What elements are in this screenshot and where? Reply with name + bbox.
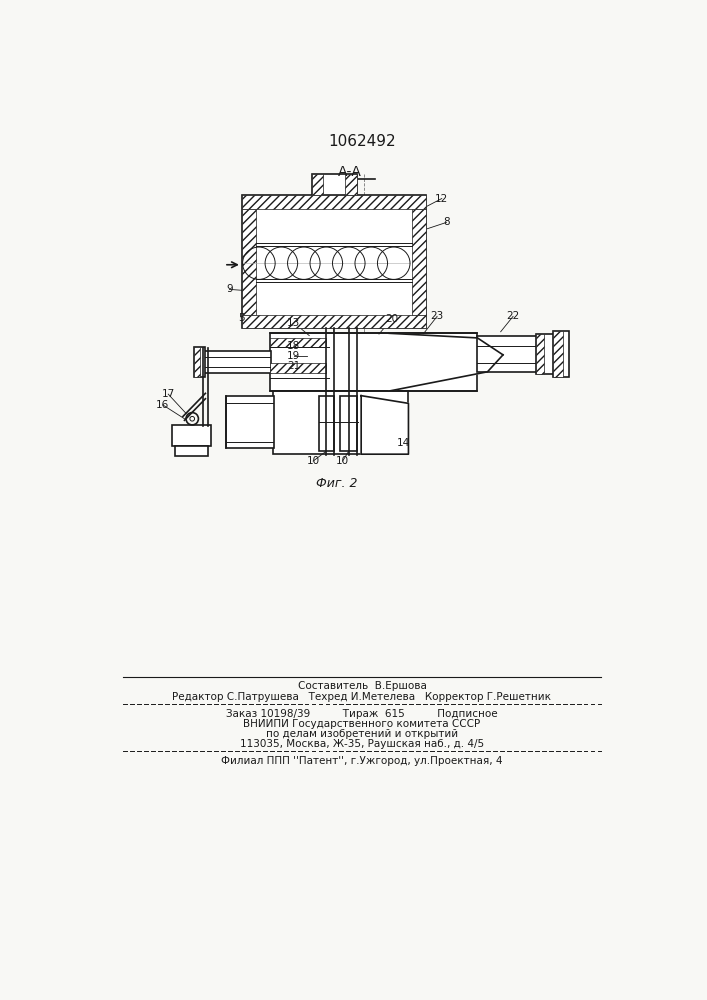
Bar <box>270 363 325 373</box>
Text: 1062492: 1062492 <box>328 134 396 149</box>
Text: 18: 18 <box>287 341 300 351</box>
Bar <box>537 334 544 374</box>
Bar <box>270 333 477 391</box>
Text: Фиг. 2: Фиг. 2 <box>315 477 357 490</box>
Text: 23: 23 <box>431 311 444 321</box>
Bar <box>242 195 426 209</box>
Text: Составитель  В.Ершова: Составитель В.Ершова <box>298 681 426 691</box>
Polygon shape <box>389 333 503 391</box>
Text: Филиал ППП ''Патент'', г.Ужгород, ул.Проектная, 4: Филиал ППП ''Патент'', г.Ужгород, ул.Про… <box>221 756 503 766</box>
Bar <box>270 338 325 347</box>
Bar <box>312 174 356 195</box>
Bar <box>273 391 409 454</box>
Text: ВНИИПИ Государственного комитета СССР: ВНИИПИ Государственного комитета СССР <box>243 719 481 729</box>
Text: 16: 16 <box>156 400 170 410</box>
Bar <box>194 347 204 377</box>
Text: Заказ 10198/39          Тираж  615          Подписное: Заказ 10198/39 Тираж 615 Подписное <box>226 709 498 719</box>
Text: 17: 17 <box>162 389 175 399</box>
Bar <box>242 209 256 315</box>
Text: 10: 10 <box>336 456 349 466</box>
Bar <box>319 396 334 451</box>
Bar <box>477 336 559 372</box>
Text: 13: 13 <box>287 318 300 328</box>
Bar <box>345 174 356 195</box>
Bar <box>203 351 271 373</box>
Bar <box>537 334 555 374</box>
Text: 5: 5 <box>238 313 245 323</box>
Text: по делам изобретений и открытий: по делам изобретений и открытий <box>266 729 458 739</box>
Text: 21: 21 <box>287 361 300 371</box>
Text: 10: 10 <box>307 456 320 466</box>
Text: Редактор С.Патрушева   Техред И.Метелева   Корректор Г.Решетник: Редактор С.Патрушева Техред И.Метелева К… <box>173 692 551 702</box>
Bar <box>340 396 357 451</box>
Bar <box>242 315 426 328</box>
Text: А-А: А-А <box>338 165 361 179</box>
Text: 14: 14 <box>397 438 409 448</box>
Bar <box>242 195 426 328</box>
Bar <box>172 425 211 446</box>
Bar <box>412 209 426 315</box>
Bar <box>554 331 569 377</box>
Text: 22: 22 <box>506 311 520 321</box>
Polygon shape <box>361 396 409 454</box>
Text: 12: 12 <box>435 194 448 204</box>
Bar <box>194 347 200 377</box>
Text: 8: 8 <box>443 217 450 227</box>
Bar <box>226 396 274 448</box>
Bar <box>175 446 208 456</box>
Bar <box>554 331 563 377</box>
Text: 19: 19 <box>287 351 300 361</box>
Bar <box>312 174 323 195</box>
Text: 9: 9 <box>226 284 233 294</box>
Text: 113035, Москва, Ж-35, Раушская наб., д. 4/5: 113035, Москва, Ж-35, Раушская наб., д. … <box>240 739 484 749</box>
Text: 20: 20 <box>385 314 399 324</box>
